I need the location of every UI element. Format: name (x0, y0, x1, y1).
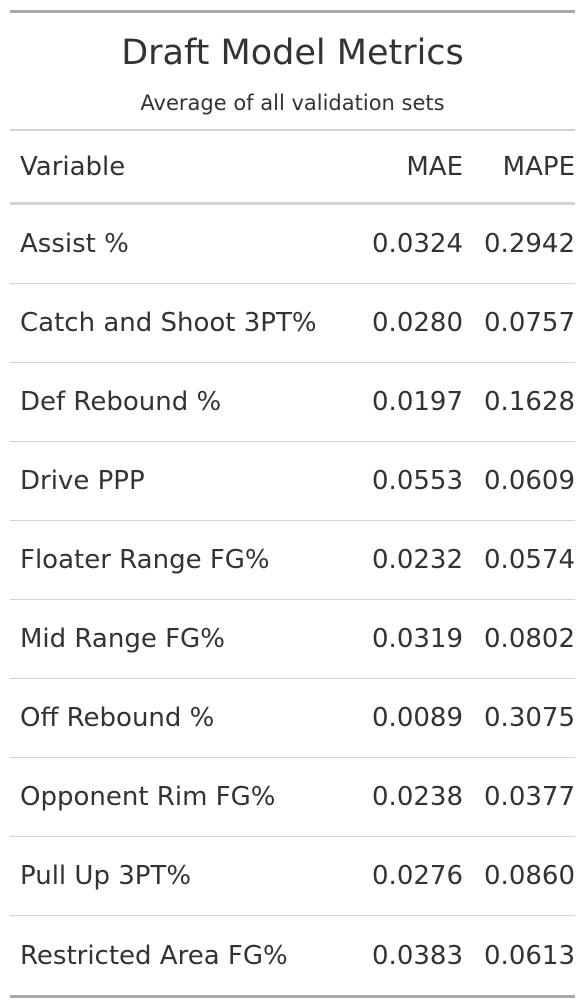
cell-variable: Mid Range FG% (20, 624, 225, 654)
metrics-table: Draft Model Metrics Average of all valid… (10, 10, 575, 998)
cell-variable: Drive PPP (20, 466, 145, 496)
cell-variable: Assist % (20, 229, 129, 259)
cell-mae: 0.0276 (372, 861, 463, 891)
column-header-variable: Variable (20, 151, 126, 182)
table-row: Mid Range FG% 0.0319 0.0802 (10, 600, 575, 679)
cell-variable: Floater Range FG% (20, 545, 270, 575)
cell-mae: 0.0232 (372, 545, 463, 575)
cell-variable: Restricted Area FG% (20, 940, 288, 971)
cell-variable: Opponent Rim FG% (20, 782, 276, 812)
column-header-mae: MAE (406, 151, 463, 182)
table-row: Catch and Shoot 3PT% 0.0280 0.0757 (10, 284, 575, 363)
table-row: Opponent Rim FG% 0.0238 0.0377 (10, 758, 575, 837)
cell-mape: 0.0613 (484, 940, 575, 971)
table-title: Draft Model Metrics (121, 33, 464, 73)
table-row: Pull Up 3PT% 0.0276 0.0860 (10, 837, 575, 916)
table-row: Floater Range FG% 0.0232 0.0574 (10, 521, 575, 600)
table-row: Off Rebound % 0.0089 0.3075 (10, 679, 575, 758)
table-top-rule (10, 10, 575, 13)
cell-mae: 0.0383 (372, 940, 463, 971)
table-header-row: Variable MAE MAPE (10, 131, 575, 202)
cell-mape: 0.0860 (484, 861, 575, 891)
cell-mape: 0.0377 (484, 782, 575, 812)
cell-mae: 0.0280 (372, 308, 463, 338)
cell-mae: 0.0553 (372, 466, 463, 496)
cell-mape: 0.0757 (484, 308, 575, 338)
cell-mape: 0.2942 (484, 229, 575, 259)
cell-variable: Off Rebound % (20, 703, 215, 733)
table-bottom-rule (10, 995, 575, 998)
header-bottom-rule (10, 202, 575, 205)
table-body: Assist % 0.0324 0.2942 Catch and Shoot 3… (10, 205, 575, 995)
cell-variable: Def Rebound % (20, 387, 222, 417)
cell-mae: 0.0197 (372, 387, 463, 417)
cell-mape: 0.0802 (484, 624, 575, 654)
cell-mape: 0.1628 (484, 387, 575, 417)
cell-variable: Pull Up 3PT% (20, 861, 192, 891)
cell-variable: Catch and Shoot 3PT% (20, 308, 317, 338)
table-row: Assist % 0.0324 0.2942 (10, 205, 575, 284)
table-row: Drive PPP 0.0553 0.0609 (10, 442, 575, 521)
cell-mape: 0.0574 (484, 545, 575, 575)
table-row: Restricted Area FG% 0.0383 0.0613 (10, 916, 575, 995)
cell-mae: 0.0324 (372, 229, 463, 259)
cell-mape: 0.3075 (484, 703, 575, 733)
table-row: Def Rebound % 0.0197 0.1628 (10, 363, 575, 442)
cell-mae: 0.0319 (372, 624, 463, 654)
cell-mape: 0.0609 (484, 466, 575, 496)
cell-mae: 0.0089 (372, 703, 463, 733)
header-top-rule (10, 129, 575, 131)
cell-mae: 0.0238 (372, 782, 463, 812)
table-subtitle: Average of all validation sets (140, 91, 445, 115)
column-header-mape: MAPE (502, 151, 575, 182)
